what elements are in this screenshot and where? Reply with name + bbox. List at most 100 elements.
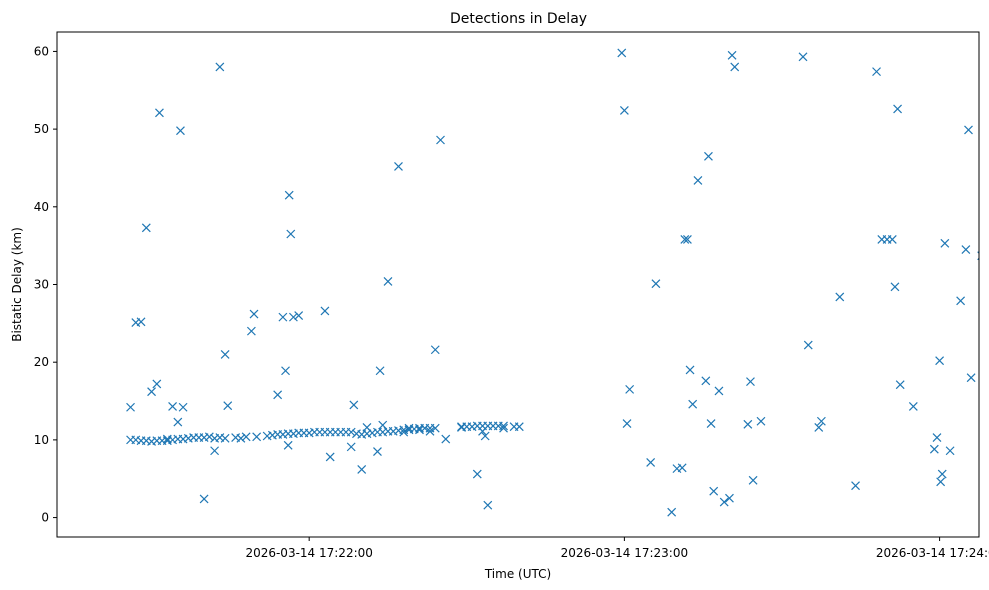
data-point [964, 125, 973, 135]
data-point [725, 493, 734, 503]
data-point [373, 447, 382, 456]
data-point [908, 402, 918, 411]
data-point [651, 279, 661, 289]
data-point [622, 419, 632, 428]
data-point [155, 108, 164, 118]
data-point [399, 427, 409, 437]
data-point [814, 423, 824, 432]
data-point [346, 427, 356, 437]
data-point [619, 106, 629, 115]
data-point [249, 309, 259, 319]
data-point [430, 345, 440, 355]
data-point [349, 400, 359, 410]
data-point [617, 48, 627, 58]
data-point [281, 366, 290, 376]
data-point [895, 380, 905, 390]
data-point [436, 135, 445, 145]
y-axis: 0 10 20 30 40 50 60 [34, 44, 57, 525]
data-point [457, 423, 466, 432]
data-point [480, 431, 490, 441]
data-point [936, 477, 946, 487]
data-point [252, 432, 262, 442]
data-point [220, 433, 230, 443]
x-axis: 2026-03-14 17:22:00 2026-03-14 17:23:00 20… [245, 537, 989, 560]
data-point [872, 67, 881, 77]
data-points [126, 48, 979, 517]
data-point [147, 387, 156, 397]
data-point [176, 126, 185, 136]
data-point [625, 384, 635, 394]
data-point [688, 399, 698, 409]
data-point [746, 377, 755, 387]
y-axis-label: Bistatic Delay (km) [10, 227, 24, 342]
data-point [178, 402, 188, 412]
data-point [346, 442, 356, 452]
data-point [835, 292, 845, 302]
data-point [378, 420, 388, 430]
data-point [415, 425, 424, 435]
data-point [152, 379, 162, 389]
data-point [940, 238, 950, 248]
y-tick-label: 20 [34, 355, 49, 369]
data-point [514, 422, 524, 432]
data-point [704, 151, 713, 161]
data-point [499, 423, 508, 433]
data-point [162, 434, 172, 444]
data-point [246, 326, 256, 336]
data-point [478, 426, 487, 436]
data-point [748, 475, 758, 485]
data-point [204, 432, 214, 442]
data-point [961, 245, 971, 254]
data-point [851, 481, 860, 491]
data-point [430, 423, 440, 433]
data-point [375, 366, 385, 376]
data-point [210, 446, 220, 456]
data-point [472, 469, 482, 479]
data-point [215, 62, 225, 72]
data-point [756, 416, 766, 426]
data-point [383, 276, 393, 286]
x-tick-label: 2026-03-14 17:22:00 [245, 546, 372, 560]
data-point [683, 235, 692, 244]
data-point [935, 356, 945, 366]
data-point [685, 365, 695, 375]
data-point [499, 421, 508, 431]
data-point [706, 419, 716, 428]
data-point [890, 282, 900, 292]
y-tick-label: 0 [41, 511, 49, 525]
y-tick-label: 30 [34, 278, 49, 292]
data-point [714, 386, 724, 396]
data-point [126, 402, 135, 412]
data-point [966, 373, 976, 383]
data-point [241, 432, 251, 442]
data-point [929, 444, 939, 454]
data-point [294, 311, 304, 321]
data-point [730, 62, 740, 72]
data-point [141, 223, 151, 233]
data-point [646, 457, 656, 467]
data-point [425, 426, 435, 436]
data-point [483, 500, 493, 510]
data-point [798, 52, 808, 62]
data-point [404, 423, 414, 433]
y-tick-label: 40 [34, 200, 49, 214]
y-tick-label: 50 [34, 122, 49, 136]
data-point [709, 486, 719, 496]
data-point [887, 235, 897, 244]
data-point [357, 464, 367, 474]
data-point [803, 340, 813, 350]
data-point [220, 349, 230, 359]
data-point [394, 161, 403, 171]
data-point [325, 452, 335, 462]
data-point [286, 229, 296, 239]
data-point [199, 494, 209, 504]
chart-title: Detections in Delay [450, 11, 587, 27]
plot-area-frame [56, 31, 980, 538]
x-tick-label: 2026-03-14 17:24:00 [876, 546, 989, 560]
y-tick-label: 60 [34, 44, 49, 58]
data-point [284, 190, 294, 200]
data-point [743, 419, 753, 429]
data-point [441, 434, 451, 444]
data-point [677, 463, 687, 473]
